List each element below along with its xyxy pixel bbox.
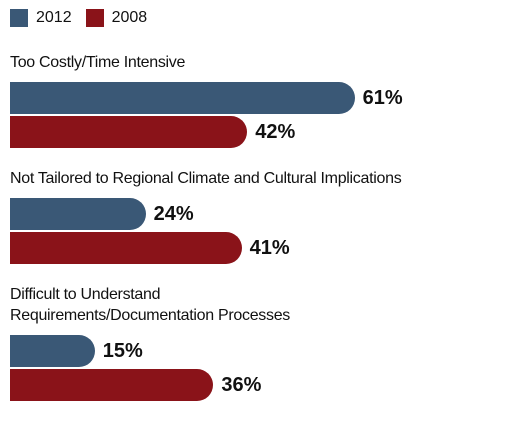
bar (10, 116, 248, 148)
category-label: Difficult to Understand Requirements/Doc… (10, 286, 291, 324)
value-label: 41% (249, 236, 290, 259)
chart: 2012 2008 Too Costly/Time Intensive 61% 42%… (10, 9, 403, 401)
value-label: 24% (153, 202, 194, 225)
bar-row: 24% (10, 198, 523, 230)
bar (10, 369, 214, 401)
value-label: 15% (102, 339, 143, 362)
legend-swatch (85, 9, 104, 27)
bar (10, 335, 95, 367)
bar-row: 15% (10, 335, 523, 367)
bar (10, 232, 242, 264)
legend-label: 2008 (111, 9, 148, 26)
category-label: Too Costly/Time Intensive (10, 54, 186, 71)
bar-group: Difficult to Understand Requirements/Doc… (10, 284, 523, 401)
bar-row: 42% (10, 116, 523, 148)
bar-row: 36% (10, 369, 523, 401)
bar (10, 82, 355, 114)
bar (10, 198, 146, 230)
value-label: 42% (255, 120, 296, 143)
bar-row: 61% (10, 82, 523, 114)
legend-label: 2012 (36, 9, 72, 26)
legend: 2012 2008 (10, 9, 161, 27)
legend-swatch (10, 9, 28, 27)
value-label: 36% (221, 373, 262, 396)
value-label: 61% (362, 86, 403, 109)
category-label: Not Tailored to Regional Climate and Cul… (10, 170, 402, 187)
bar-groups: Too Costly/Time Intensive 61% 42% Not Tailo… (10, 52, 523, 421)
legend-item: 2012 (10, 9, 72, 27)
legend-item: 2008 (85, 9, 148, 27)
bar-group: Too Costly/Time Intensive 61% 42% (10, 52, 523, 148)
bar-row: 41% (10, 232, 523, 264)
bar-group: Not Tailored to Regional Climate and Cul… (10, 168, 523, 264)
